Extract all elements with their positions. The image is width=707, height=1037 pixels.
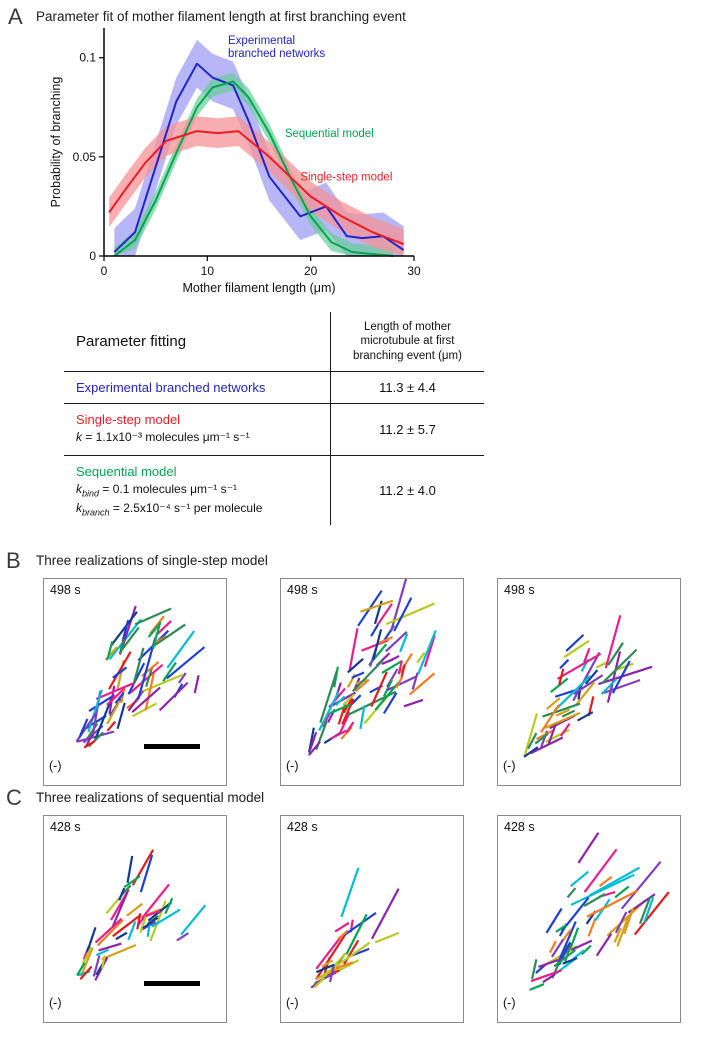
chart-area: 0 10 20 30 0 0.05 0.1 Mother filament length (μ… xyxy=(46,20,428,307)
minus-end-label: (-) xyxy=(49,759,62,773)
row-sequential-label: Sequential model xyxy=(76,463,177,479)
simulation-box-c3: 428 s (-) xyxy=(497,815,681,1023)
network-render-b1 xyxy=(75,605,206,749)
series-line-2 xyxy=(108,130,405,246)
simulation-box-b3: 498 s (-) xyxy=(497,578,681,786)
time-label: 498 s xyxy=(287,583,318,597)
time-label: 498 s xyxy=(504,583,535,597)
panel-b-title: Three realizations of single-step model xyxy=(36,553,268,568)
svg-text:10: 10 xyxy=(201,264,215,278)
svg-text:30: 30 xyxy=(407,264,421,278)
network-render-c1 xyxy=(76,849,207,981)
network-render-b2 xyxy=(307,579,437,756)
table-header-left: Parameter fitting xyxy=(76,333,187,351)
svg-text:0: 0 xyxy=(101,264,108,278)
y-axis-label: Probability of branching xyxy=(49,77,63,208)
row-experimental-label: Experimental branched networks xyxy=(76,380,266,396)
svg-text:0.05: 0.05 xyxy=(73,150,97,164)
error-band-2 xyxy=(109,116,404,256)
time-label: 428 s xyxy=(504,820,535,834)
minus-end-label: (-) xyxy=(286,996,299,1010)
row-sequential-value: 11.2 ± 4.0 xyxy=(330,454,484,526)
panel-a-letter: A xyxy=(8,4,23,29)
svg-text:0: 0 xyxy=(89,249,96,263)
simulation-box-b1: 498 s (-) xyxy=(43,578,227,786)
series-annotation-0: Experimental branched networks xyxy=(228,35,325,60)
panel-c-letter: C xyxy=(6,785,22,810)
param-kbind-line: kbind = 0.1 molecules μm⁻¹ s⁻¹ xyxy=(76,481,237,498)
series-line-1 xyxy=(113,80,394,257)
series-annotation-2: Single-step model xyxy=(300,172,392,184)
x-axis-label: Mother filament length (μm) xyxy=(182,281,335,295)
scale-bar xyxy=(144,981,200,986)
error-band-1 xyxy=(114,72,394,256)
panel-c-title: Three realizations of sequential model xyxy=(36,790,265,805)
simulation-box-c1: 428 s (-) xyxy=(43,815,227,1023)
table-row-sequential: Sequential model kbind = 0.1 molecules μ… xyxy=(64,454,330,526)
panel-b-letter: B xyxy=(6,548,21,573)
time-label: 498 s xyxy=(50,583,81,597)
table-row-singlestep: Single-step model k = 1.1x10⁻³ molecules… xyxy=(64,403,330,454)
minus-end-label: (-) xyxy=(503,759,516,773)
series-annotation-1: Sequential model xyxy=(285,128,374,140)
svg-text:20: 20 xyxy=(304,264,318,278)
simulation-box-c2: 428 s (-) xyxy=(280,815,464,1023)
network-render-c2 xyxy=(310,867,400,989)
minus-end-label: (-) xyxy=(49,996,62,1010)
network-render-b3 xyxy=(523,615,653,758)
svg-text:0.1: 0.1 xyxy=(79,51,96,65)
table-row-experimental: Experimental branched networks xyxy=(64,371,330,403)
param-kbranch-line: kbranch = 2.5x10⁻⁴ s⁻¹ per molecule xyxy=(76,500,263,518)
parameter-table: Parameter fitting Length of mother micro… xyxy=(64,312,484,526)
time-label: 428 s xyxy=(50,820,81,834)
row-experimental-value: 11.3 ± 4.4 xyxy=(330,371,484,404)
branching-probability-chart: 0 10 20 30 0 0.05 0.1 Mother filament length (μ… xyxy=(49,28,421,295)
network-render-c3 xyxy=(529,832,670,991)
param-k-line: k = 1.1x10⁻³ molecules μm⁻¹ s⁻¹ xyxy=(76,430,250,445)
scale-bar xyxy=(144,744,200,749)
minus-end-label: (-) xyxy=(286,759,299,773)
row-singlestep-value: 11.2 ± 5.7 xyxy=(330,403,484,455)
table-header-right: Length of mother microtubule at first br… xyxy=(330,312,484,372)
minus-end-label: (-) xyxy=(503,996,516,1010)
panel-a-title: Parameter fit of mother filament length … xyxy=(36,9,406,24)
time-label: 428 s xyxy=(287,820,318,834)
simulation-box-b2: 498 s (-) xyxy=(280,578,464,786)
row-singlestep-label: Single-step model xyxy=(76,412,181,428)
